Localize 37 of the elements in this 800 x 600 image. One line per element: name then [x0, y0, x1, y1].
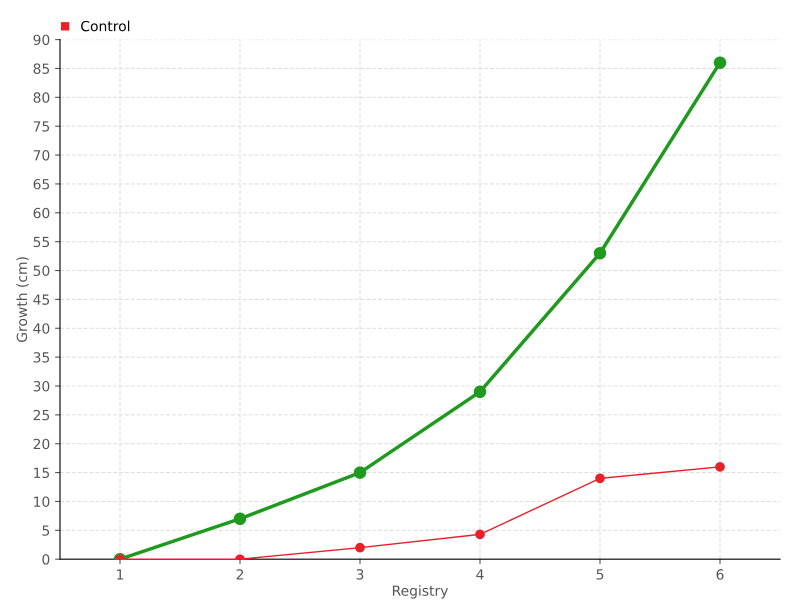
legend-label: Control	[81, 20, 130, 32]
y-tick-label: 35	[34, 352, 50, 363]
x-tick-label: 5	[596, 569, 604, 580]
y-tick-label: 55	[34, 236, 50, 248]
x-axis-title: Registry	[392, 585, 448, 599]
point	[594, 246, 606, 260]
x-tick-label: 4	[476, 569, 484, 580]
y-axis-title: Growth (cm)	[16, 257, 29, 342]
y-tick-label: 40	[33, 323, 50, 334]
y-tick-label: 85	[34, 63, 50, 74]
y-tick-label: 25	[34, 410, 50, 420]
y-tick-label: 20	[34, 438, 50, 450]
point	[234, 512, 246, 526]
point	[595, 474, 605, 484]
point	[714, 56, 726, 69]
y-tick-label: 75	[34, 121, 50, 132]
y-tick-label: 30	[34, 380, 50, 392]
x-tick-label: 1	[117, 569, 124, 580]
point	[354, 466, 366, 479]
y-tick-label: 60	[34, 208, 50, 218]
y-tick-label: 50	[34, 266, 50, 276]
x-tick-label: 3	[356, 569, 364, 580]
x-tick-label: 2	[236, 569, 244, 580]
y-tick-label: 80	[34, 92, 50, 103]
y-tick-label: 10	[34, 496, 50, 507]
y-tick-label: 0	[42, 554, 50, 565]
point	[475, 530, 485, 540]
y-tick-label: 70	[34, 150, 50, 161]
point	[355, 542, 365, 553]
y-tick-label: 5	[42, 525, 50, 536]
point	[474, 386, 486, 398]
y-tick-label: 65	[34, 178, 50, 190]
y-tick-label: 15	[34, 468, 50, 478]
point	[715, 462, 725, 472]
y-tick-label: 90	[33, 34, 50, 46]
x-tick-label: 6	[716, 569, 724, 580]
y-tick-label: 45	[33, 294, 50, 305]
